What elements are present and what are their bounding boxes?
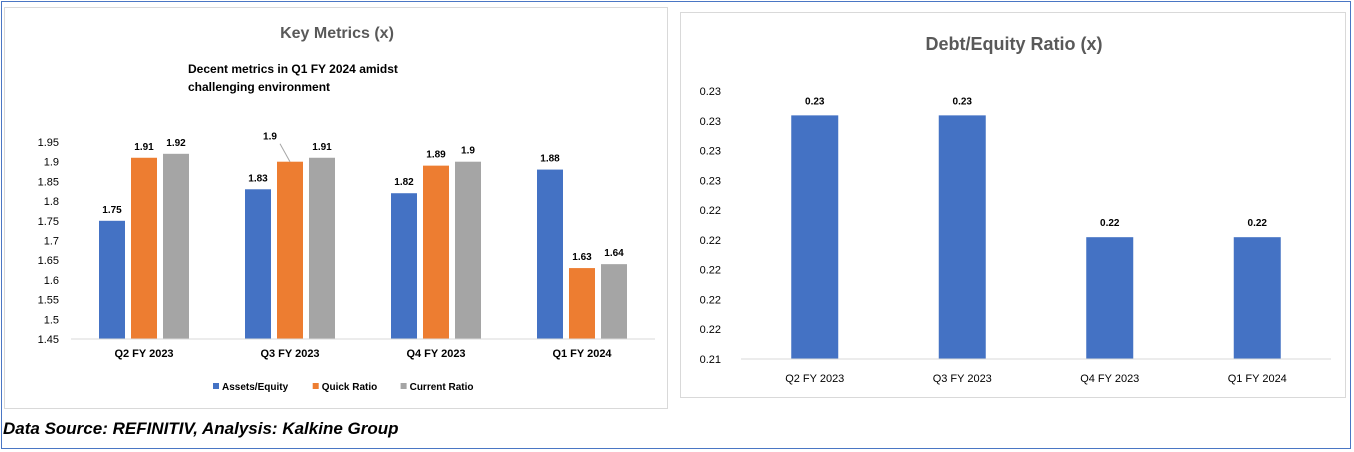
bar bbox=[309, 157, 335, 339]
data-label: 0.23 bbox=[953, 96, 973, 107]
x-category-label: Q2 FY 2023 bbox=[785, 373, 844, 385]
y-tick-label: 1.65 bbox=[38, 255, 59, 267]
bar bbox=[601, 264, 627, 339]
data-label: 0.22 bbox=[1248, 218, 1268, 229]
legend-label: Current Ratio bbox=[410, 382, 474, 393]
y-tick-label: 1.6 bbox=[44, 275, 59, 287]
bar bbox=[391, 193, 417, 339]
y-axis-ticks: 0.21 0.22 0.22 0.22 0.22 0.22 0.23 0.23 0.23 0.23 bbox=[700, 86, 721, 366]
y-tick-label: 0.23 bbox=[700, 175, 721, 187]
y-tick-label: 1.95 bbox=[38, 137, 59, 149]
y-tick-label: 0.21 bbox=[700, 354, 721, 366]
y-tick-label: 1.85 bbox=[38, 176, 59, 188]
data-label: 1.9 bbox=[461, 146, 475, 157]
data-label: 1.9 bbox=[263, 132, 277, 143]
y-axis-ticks: 1.45 1.5 1.55 1.6 1.65 1.7 1.75 1.8 1.85 1.9 1.95 bbox=[38, 137, 59, 346]
x-axis-categories: Q2 FY 2023 Q3 FY 2023 Q4 FY 2023 Q1 FY 2024 bbox=[785, 373, 1287, 385]
y-tick-label: 0.22 bbox=[700, 294, 721, 306]
bar bbox=[131, 157, 157, 339]
y-tick-label: 1.7 bbox=[44, 236, 59, 248]
x-category-label: Q1 FY 2024 bbox=[1228, 373, 1287, 385]
data-label-group: 1.75 1.91 1.92 1.83 1.9 1.91 1.82 1.89 1.9 1.88 1.… bbox=[102, 132, 624, 263]
bar bbox=[1086, 237, 1134, 359]
data-label: 1.75 bbox=[102, 205, 122, 216]
y-tick-label: 0.23 bbox=[700, 86, 721, 98]
data-source-note: Data Source: REFINITIV, Analysis: Kalkin… bbox=[3, 419, 399, 438]
legend-label: Quick Ratio bbox=[322, 382, 378, 393]
y-tick-label: 0.23 bbox=[700, 116, 721, 128]
y-tick-label: 1.75 bbox=[38, 216, 59, 228]
y-tick-label: 0.23 bbox=[700, 146, 721, 158]
chart-subtitle-line-2: challenging environment bbox=[188, 80, 330, 94]
bar bbox=[938, 115, 986, 359]
data-label: 1.63 bbox=[572, 252, 592, 263]
x-category-label: Q2 FY 2023 bbox=[114, 348, 173, 360]
data-label: 1.64 bbox=[604, 248, 624, 259]
bar bbox=[791, 115, 839, 359]
bar bbox=[99, 220, 125, 339]
x-category-label: Q1 FY 2024 bbox=[552, 348, 612, 360]
bar bbox=[423, 165, 449, 339]
bar bbox=[455, 161, 481, 339]
x-category-label: Q3 FY 2023 bbox=[260, 348, 319, 360]
x-axis-categories: Q2 FY 2023 Q3 FY 2023 Q4 FY 2023 Q1 FY 2024 bbox=[114, 348, 612, 360]
key-metrics-chart-panel: Key Metrics (x) Decent metrics in Q1 FY … bbox=[4, 7, 668, 409]
data-label-group: 0.23 0.23 0.22 0.22 bbox=[805, 96, 1267, 229]
data-label: 1.91 bbox=[312, 142, 332, 153]
bar bbox=[277, 161, 303, 339]
x-category-label: Q4 FY 2023 bbox=[406, 348, 465, 360]
debt-equity-chart-panel: Debt/Equity Ratio (x) 0.21 0.22 0.22 0.22 0.… bbox=[680, 12, 1346, 398]
data-label: 1.82 bbox=[394, 177, 414, 188]
chart-title: Debt/Equity Ratio (x) bbox=[925, 34, 1102, 54]
y-tick-label: 0.22 bbox=[700, 265, 721, 277]
legend-swatch bbox=[213, 383, 219, 389]
bar bbox=[537, 169, 563, 339]
data-label: 1.83 bbox=[248, 173, 268, 184]
bar bbox=[163, 153, 189, 339]
debt-equity-chart: Debt/Equity Ratio (x) 0.210.220.220.220.… bbox=[700, 34, 1331, 385]
y-tick-label: 0.22 bbox=[700, 324, 721, 336]
bar bbox=[569, 268, 595, 339]
legend-swatch bbox=[400, 383, 407, 389]
legend-label: Assets/Equity bbox=[222, 382, 289, 393]
legend-swatch bbox=[312, 383, 319, 389]
bar-group bbox=[99, 153, 627, 339]
bar bbox=[245, 189, 271, 339]
y-tick-label: 1.5 bbox=[44, 314, 59, 326]
data-label: 1.89 bbox=[426, 150, 446, 161]
bar-group bbox=[791, 115, 1281, 359]
data-label: 0.22 bbox=[1100, 218, 1120, 229]
bar bbox=[1233, 237, 1281, 359]
data-label: 0.23 bbox=[805, 96, 825, 107]
y-tick-label: 0.22 bbox=[700, 235, 721, 247]
chart-subtitle-line-1: Decent metrics in Q1 FY 2024 amidst bbox=[188, 62, 398, 76]
label-leader-line bbox=[279, 143, 291, 162]
y-tick-label: 1.8 bbox=[44, 196, 59, 208]
chart-title: Key Metrics (x) bbox=[280, 25, 394, 42]
x-category-label: Q4 FY 2023 bbox=[1080, 373, 1139, 385]
y-tick-label: 0.22 bbox=[700, 205, 721, 217]
key-metrics-chart: Key Metrics (x) Decent metrics in Q1 FY … bbox=[38, 25, 655, 393]
y-tick-label: 1.9 bbox=[44, 157, 59, 169]
y-tick-label: 1.45 bbox=[38, 334, 59, 346]
data-label: 1.91 bbox=[134, 142, 154, 153]
y-tick-label: 1.55 bbox=[38, 295, 59, 307]
data-label: 1.92 bbox=[166, 138, 186, 149]
x-category-label: Q3 FY 2023 bbox=[933, 373, 992, 385]
legend: Assets/Equity Quick Ratio Current Ratio bbox=[213, 382, 474, 393]
data-label: 1.88 bbox=[540, 154, 560, 165]
